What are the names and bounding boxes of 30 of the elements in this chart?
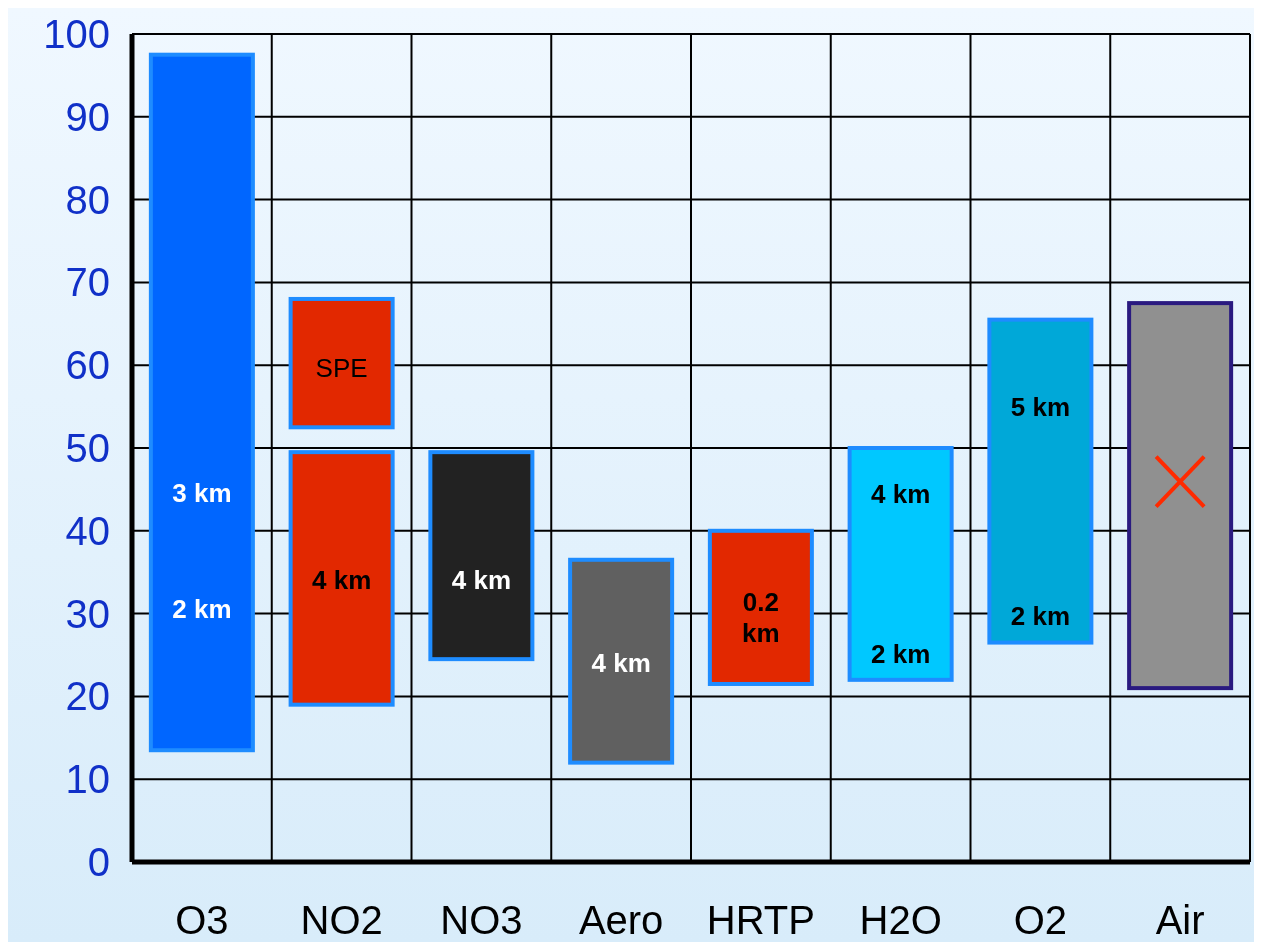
y-tick-label: 90	[65, 94, 110, 139]
x-tick-label: Aero	[578, 898, 664, 942]
annotation: 2 km	[870, 639, 931, 670]
annotation: 2 km	[1010, 601, 1071, 632]
y-tick-label: 30	[65, 591, 110, 636]
x-tick-label: O2	[1013, 898, 1068, 942]
y-tick-label: 0	[87, 840, 110, 884]
y-tick-label: 100	[43, 12, 110, 56]
y-tick-label: 60	[65, 343, 110, 388]
y-tick-label: 20	[65, 674, 110, 719]
y-tick-label: 40	[65, 508, 110, 553]
y-tick-label: 50	[65, 426, 110, 470]
annotation: 4 km	[870, 479, 931, 510]
y-tick-label: 10	[65, 757, 110, 802]
y-tick-label: 70	[65, 260, 110, 305]
x-tick-label: HRTP	[706, 898, 815, 942]
annotation: SPE	[315, 352, 368, 383]
annotation: 4 km	[591, 648, 651, 679]
x-tick-label: H2O	[859, 898, 942, 942]
annotation: 0.2 km	[742, 587, 780, 649]
y-tick-label: 80	[65, 177, 110, 222]
x-tick-label: NO3	[440, 898, 523, 942]
annotation: 4 km	[451, 565, 512, 596]
x-tick-label: O3	[175, 898, 229, 942]
x-tick-label: NO2	[300, 898, 383, 942]
annotation: 4 km	[311, 565, 372, 596]
annotation: 3 km	[172, 477, 232, 508]
annotation: 2 km	[172, 593, 232, 624]
x-tick-label: Air	[1155, 898, 1205, 942]
annotation: 5 km	[1010, 391, 1071, 422]
